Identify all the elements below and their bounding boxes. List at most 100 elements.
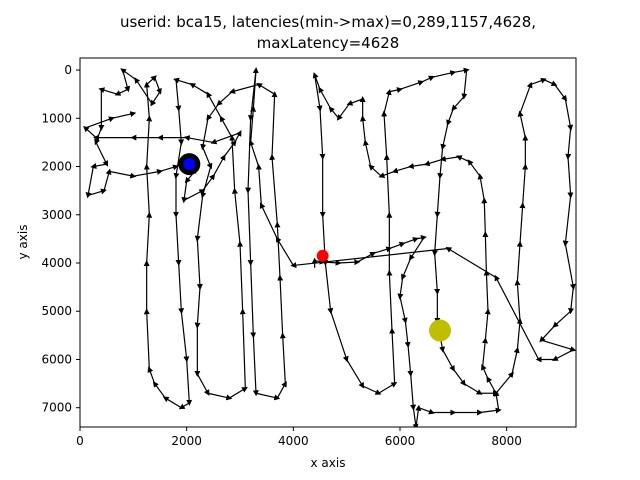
trajectory-segment — [328, 106, 340, 119]
trajectory-segment — [178, 108, 185, 146]
trajectory-layer — [83, 67, 576, 427]
trajectory-segment — [410, 373, 417, 411]
trajectory-segment — [237, 240, 244, 312]
trajectory-segment — [279, 332, 286, 384]
x-tick-label: 8000 — [491, 434, 522, 448]
trajectory-segment — [250, 262, 257, 339]
trajectory-segment — [564, 98, 574, 131]
trajectory-segment — [415, 235, 427, 241]
trajectory-segment — [440, 122, 449, 151]
chart-title-line1: userid: bca15, latencies(min->max)=0,289… — [120, 13, 536, 31]
trajectory-segment — [231, 187, 241, 244]
trajectory-segment — [248, 69, 257, 122]
y-tick-label: 1000 — [41, 111, 72, 125]
trajectory-segment — [495, 371, 514, 394]
trajectory-segment — [362, 385, 382, 395]
trajectory-segment — [552, 310, 572, 328]
trajectory-segment — [133, 168, 163, 177]
trajectory-segment — [404, 320, 411, 348]
trajectory-segment — [564, 243, 576, 291]
trajectory-segment — [146, 115, 153, 167]
trajectory-segment — [146, 75, 157, 85]
trajectory-segment — [522, 163, 529, 206]
plot-frame — [79, 57, 577, 428]
trajectory-segment — [336, 103, 350, 121]
trajectory-segment — [421, 75, 435, 83]
trajectory-segment — [461, 69, 468, 100]
trajectory-segment — [202, 173, 216, 192]
trajectory-segment — [150, 91, 161, 107]
trajectory-segment — [434, 253, 441, 295]
y-tick-label: 5000 — [41, 304, 72, 318]
trajectory-segment — [368, 164, 382, 177]
trajectory-segment — [175, 214, 182, 266]
trajectory-segment — [554, 84, 568, 102]
trajectory-segment — [437, 147, 444, 180]
trajectory-segment — [519, 202, 526, 244]
trajectory-segment — [229, 386, 248, 399]
trajectory-segment — [274, 221, 281, 278]
trajectory-segment — [314, 74, 323, 112]
trajectory-segment — [346, 359, 365, 389]
y-tick-label: 6000 — [41, 352, 72, 366]
trajectory-segment — [541, 339, 576, 352]
trajectory-segment — [383, 88, 392, 114]
trajectory-segment — [178, 262, 185, 315]
x-tick-label: 4000 — [278, 434, 309, 448]
trajectory-segment — [516, 317, 523, 350]
trajectory-segment — [194, 287, 201, 329]
trajectory-segment — [434, 176, 441, 218]
trajectory-segment — [431, 70, 457, 78]
trajectory-segment — [423, 158, 443, 167]
trajectory-segment — [511, 346, 520, 375]
trajectory-segment — [173, 77, 193, 86]
trajectory-segment — [543, 79, 558, 87]
trajectory-segment — [85, 166, 94, 199]
trajectory-segment — [399, 80, 425, 90]
plot-area — [83, 67, 576, 427]
trajectory-segment — [479, 407, 502, 414]
trajectory-segment — [452, 368, 466, 387]
trajectory-segment — [173, 142, 182, 180]
trajectory-segment — [143, 163, 150, 215]
trajectory-segment — [451, 96, 465, 111]
trajectory-segment — [200, 118, 209, 151]
trajectory-segment — [402, 237, 419, 245]
trajectory-segment — [206, 91, 222, 119]
trajectory-segment — [486, 376, 497, 394]
trajectory-segment — [229, 83, 259, 94]
trajectory-segment — [409, 237, 425, 261]
y-axis-ticks: 0 1000 2000 3000 4000 5000 6000 7000 — [41, 63, 80, 415]
trajectory-segment — [111, 111, 137, 119]
trajectory-segment — [252, 335, 259, 397]
y-axis-label: y axis — [16, 225, 30, 260]
trajectory-segment — [389, 327, 396, 384]
trajectory-segment — [530, 77, 547, 86]
trajectory-segment — [552, 349, 574, 361]
trajectory-segment — [250, 105, 257, 143]
trajectory-segment — [216, 91, 233, 106]
trajectory-segment — [373, 246, 393, 254]
trajectory-segment — [98, 87, 118, 95]
trajectory-segment — [94, 127, 102, 146]
chart-title-line2: maxLatency=4628 — [257, 34, 400, 52]
trajectory-segment — [219, 115, 233, 138]
trajectory-segment — [477, 173, 485, 201]
trajectory-segment — [275, 236, 294, 266]
x-tick-label: 2000 — [171, 434, 202, 448]
trajectory-segment — [415, 404, 422, 427]
trajectory-segment — [519, 81, 533, 114]
trajectory-segment — [183, 135, 214, 144]
trajectory-segment — [324, 262, 334, 315]
y-tick-label: 7000 — [41, 401, 72, 415]
trajectory-segment — [516, 240, 523, 283]
trajectory-segment — [290, 247, 449, 269]
trajectory-segment — [194, 195, 204, 242]
trajectory-segment — [567, 156, 574, 199]
y-tick-label: 4000 — [41, 256, 72, 270]
trajectory-segment — [431, 214, 438, 257]
trajectory-segment — [152, 381, 166, 399]
start-marker — [316, 249, 329, 262]
trajectory-segment — [330, 311, 349, 363]
trajectory-segment — [143, 308, 150, 370]
